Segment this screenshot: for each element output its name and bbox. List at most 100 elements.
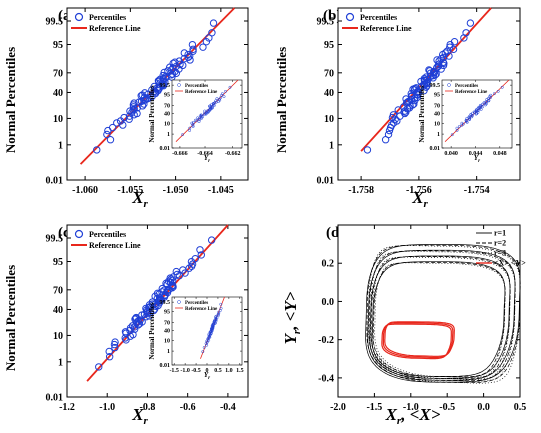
panel-b-percentile-point [420,74,429,83]
panel-b-percentile-point [402,99,411,107]
panel-a-xtick-label: -1.060 [72,185,98,196]
panel-a-percentile-point [113,119,121,127]
panel-b-xtick-label: -1.756 [406,185,432,196]
panel-b-ytick-label: 70 [324,68,334,79]
panel-a-inset-percentile-point [208,104,211,108]
panel-a-inset-ytick-label: 70 [164,104,170,110]
panel-a-xtick-label: -1.055 [117,185,143,196]
panel-a-percentile-point [106,136,115,144]
panel-d-legend-label: r=2 [494,239,506,248]
panel-a-inset-percentile-point [214,99,218,103]
panel-b-percentile-point [412,84,420,92]
panel-c-percentile-point [167,275,175,283]
panel-c-percentile-point [191,254,199,263]
panel-d-series-r=2 [366,244,521,384]
panel-d-series-r=1 [369,255,511,379]
panel-c-ytick-label: 95 [53,257,63,268]
panel-a-inset-ytick-label: 0.01 [160,146,171,152]
panel-a-percentile-point [126,107,134,115]
panel-c-inset-percentile-point [205,343,209,347]
panel-d-legend-label: r=3 [494,249,506,258]
panel-c-percentile-point [166,274,174,282]
panel-a-inset-xtick-label: -0.666 [172,151,188,157]
panel-a-inset-percentile-point [220,93,224,97]
panel-d-xtick-label: -1.5 [366,402,382,413]
panel-c-inset-ytick-label: 1 [167,349,170,355]
panel-a-inset-percentile-point [191,120,195,124]
panel-c-inset-legend-marker [177,300,181,304]
panel-a-inset-percentile-point [204,112,208,116]
panel-d-ytick-label: -0.4 [318,373,334,384]
panel-b-inset-percentile-point [482,101,486,105]
panel-b-inset-percentile-point [485,100,489,104]
panel-c-ytick-label: 0.01 [46,393,64,404]
panel-c: (c) Normal Percentiles Xr 0.011104070959… [3,224,249,427]
panel-c-percentile-point [160,286,168,294]
panel-a-ytick-label: 0.01 [46,176,64,187]
panel-b-percentile-point [441,49,450,57]
panel-b-percentile-point [466,19,475,27]
panel-b-inset-percentile-point [496,89,500,93]
panel-a-percentile-point [103,130,111,139]
panel-d-series-r=1 [365,244,521,383]
panel-c-xtick-label: -1.0 [99,402,115,413]
panel-a-inset-percentile-point [218,98,222,102]
panel-a-percentile-point [130,99,138,107]
panel-b-percentile-point [450,37,459,46]
panel-a-ytick-label: 70 [53,68,63,79]
panel-b-inset-percentile-point [457,125,461,128]
panel-a-ytick-label: 10 [53,114,63,125]
panel-c-legend-reference: Reference Line [89,241,141,250]
panel-c-percentile-point [145,312,153,320]
panel-c-inset-ytick-label: 95 [164,309,170,315]
panel-d-legend-label: <X>,<Y> [494,259,526,268]
panel-a-inset-percentile-point [211,103,215,107]
panel-a-percentile-point [188,40,197,49]
panel-b-legend-percentiles: Percentiles [360,13,397,22]
panel-b-inset-ytick-label: 99.5 [430,83,441,89]
panel-a-ylabel: Normal Percentiles [3,47,18,153]
panel-a-percentile-point [93,146,101,154]
panel-b-percentile-point [446,43,454,51]
panel-b-inset-ytick-label: 95 [434,92,440,98]
panel-b-inset-percentile-point [464,118,468,122]
panel-c-inset-percentile-point [219,302,223,306]
panel-c-xtick-label: -1.2 [59,402,75,413]
panel-b-inset-legend-percentiles: Percentiles [455,84,478,89]
panel-c-percentile-point [136,316,144,324]
panel-a-legend-reference: Reference Line [89,24,141,33]
panel-b-percentile-point [449,45,458,54]
panel-a-inset-xtick-label: -0.664 [197,151,213,157]
panel-b-inset-percentile-point [450,133,454,137]
panel-a-inset-ytick-label: 95 [164,92,170,98]
panel-a-inset-percentile-point [203,109,207,113]
panel-b-ytick-label: 10 [324,114,334,125]
panel-c-percentile-point [111,338,119,346]
panel-a-percentile-point [208,29,216,37]
panel-d-xtick-label: -0.5 [439,402,455,413]
panel-c-percentile-point [196,246,204,254]
panel-b-percentile-point [387,121,396,129]
panel-d-series-r=1 [371,261,506,377]
panel-a-ytick-label: 1 [58,140,63,151]
panel-c-percentile-point [105,353,114,361]
panel-a-inset-xlabel: Yr [204,154,210,164]
panel-b-inset-xtick-label: 0.044 [469,151,483,157]
panel-b-inset-percentile-point [455,126,459,130]
panel-c-ytick-label: 1 [58,357,63,368]
panel-d-ytick-label: 0.2 [322,259,335,270]
panel-a-percentile-point [108,123,117,132]
panel-a-inset-percentile-point [181,133,184,137]
panel-a-xtick-label: -1.045 [208,185,234,196]
panel-a-percentile-point [120,113,128,122]
panel-b-ytick-label: 1 [329,140,334,151]
panel-c-inset-xtick-label: -1.5 [169,368,179,374]
panel-a-inset-percentile-point [210,105,214,109]
panel-b-percentile-point [403,98,412,106]
panel-a-inset-percentile-point [220,92,224,96]
panel-a-percentile-point [189,45,197,54]
panel-b-inset-ytick-label: 10 [434,122,440,128]
panel-b-inset-ylabel: Normal Percentiles [418,85,426,142]
panel-c-inset-ytick-label: 99.5 [160,300,171,306]
panel-b-percentile-point [433,56,441,64]
